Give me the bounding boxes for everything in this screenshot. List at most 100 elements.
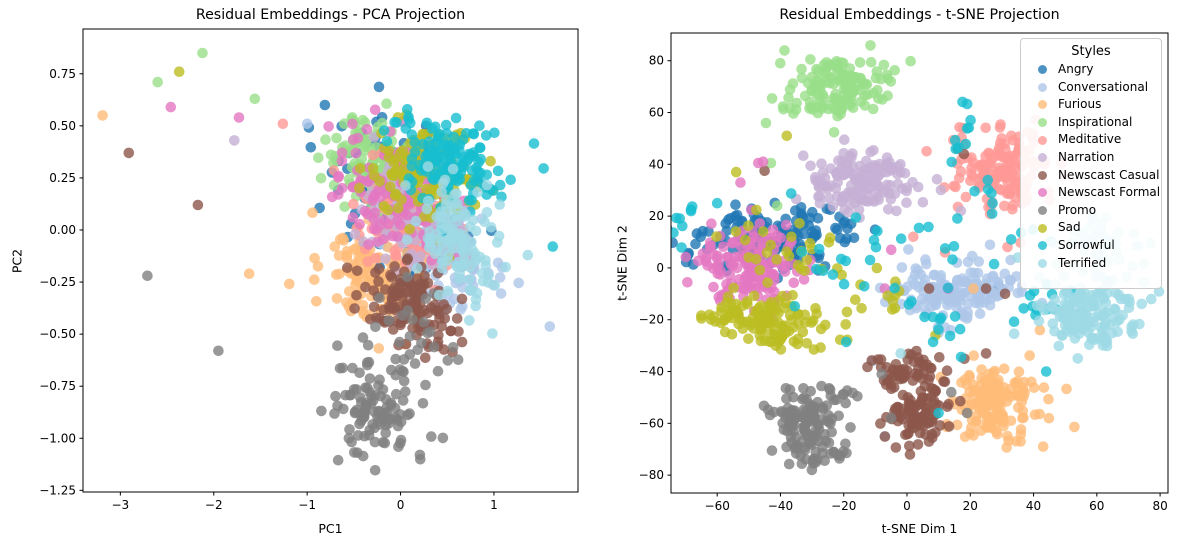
data-point bbox=[961, 407, 973, 419]
data-point bbox=[436, 321, 448, 332]
data-point bbox=[869, 168, 881, 180]
data-point bbox=[832, 110, 843, 122]
data-point bbox=[315, 172, 327, 184]
data-point bbox=[339, 201, 351, 212]
data-point bbox=[835, 253, 847, 265]
data-point bbox=[911, 345, 922, 357]
data-point bbox=[993, 276, 1004, 288]
data-point bbox=[441, 194, 452, 205]
data-point bbox=[403, 113, 415, 125]
data-point bbox=[862, 361, 873, 373]
data-point bbox=[754, 218, 766, 229]
data-point bbox=[777, 290, 788, 302]
data-point bbox=[827, 201, 839, 212]
data-point bbox=[986, 208, 998, 219]
data-point bbox=[895, 348, 906, 359]
data-point bbox=[931, 174, 943, 185]
data-point bbox=[772, 200, 783, 212]
data-point bbox=[919, 311, 930, 323]
data-point bbox=[864, 254, 876, 266]
data-point bbox=[792, 338, 803, 350]
data-point bbox=[409, 358, 421, 369]
data-point bbox=[844, 150, 856, 162]
data-point bbox=[973, 298, 985, 310]
data-point bbox=[885, 194, 897, 205]
data-point bbox=[798, 392, 810, 404]
tsne-plot-title: Residual Embeddings - t-SNE Projection bbox=[779, 7, 1060, 23]
data-point bbox=[361, 124, 373, 135]
data-point bbox=[438, 344, 450, 355]
data-point bbox=[987, 153, 998, 164]
data-point bbox=[243, 268, 255, 280]
data-point bbox=[938, 376, 949, 387]
data-point bbox=[882, 290, 893, 302]
data-point bbox=[895, 233, 907, 244]
data-point bbox=[901, 197, 912, 208]
data-point bbox=[97, 110, 108, 121]
data-point bbox=[859, 281, 870, 292]
data-point bbox=[828, 93, 840, 104]
data-point bbox=[123, 147, 135, 159]
data-point bbox=[912, 439, 924, 450]
data-point bbox=[373, 343, 385, 354]
data-point bbox=[392, 215, 403, 226]
data-point bbox=[1126, 321, 1137, 333]
data-point bbox=[927, 336, 939, 348]
data-point bbox=[965, 114, 976, 126]
data-point bbox=[363, 239, 374, 250]
data-point bbox=[765, 239, 776, 251]
data-point bbox=[855, 96, 867, 107]
data-point bbox=[396, 292, 408, 303]
y-tick-label: 0.50 bbox=[49, 119, 76, 133]
data-point bbox=[1018, 303, 1029, 314]
data-point bbox=[432, 365, 444, 377]
data-point bbox=[801, 254, 813, 266]
data-point bbox=[851, 186, 863, 197]
data-point bbox=[980, 348, 992, 359]
data-point bbox=[487, 328, 498, 339]
data-point bbox=[192, 199, 204, 211]
data-point bbox=[758, 400, 770, 412]
data-point bbox=[933, 324, 944, 335]
data-point bbox=[547, 241, 559, 252]
data-point bbox=[473, 156, 485, 168]
data-point bbox=[1016, 286, 1028, 298]
data-point bbox=[389, 154, 401, 165]
legend-title: Styles bbox=[1071, 44, 1111, 59]
data-point bbox=[370, 189, 381, 201]
tsne-xaxis-label: t-SNE Dim 1 bbox=[881, 521, 958, 536]
legend-item-label: Meditative bbox=[1058, 132, 1122, 147]
data-point bbox=[347, 362, 358, 374]
data-point bbox=[165, 101, 177, 113]
data-point bbox=[333, 250, 345, 261]
data-point bbox=[305, 142, 317, 153]
data-point bbox=[1007, 153, 1018, 164]
data-point bbox=[421, 203, 433, 215]
legend-item-newscast-casual: Newscast Casual bbox=[1027, 167, 1159, 185]
data-point bbox=[850, 212, 862, 223]
data-point bbox=[374, 292, 385, 304]
data-point bbox=[421, 183, 432, 195]
data-point bbox=[907, 274, 918, 286]
data-point bbox=[968, 430, 979, 441]
data-point bbox=[890, 442, 902, 453]
data-point bbox=[474, 120, 485, 131]
data-point bbox=[436, 186, 447, 198]
legend-marker-icon bbox=[1038, 223, 1047, 233]
data-point bbox=[881, 379, 892, 391]
data-point bbox=[868, 160, 880, 171]
data-point bbox=[142, 270, 153, 282]
data-point bbox=[806, 400, 817, 412]
data-point bbox=[722, 291, 734, 303]
data-point bbox=[354, 182, 365, 194]
data-point bbox=[769, 324, 780, 336]
data-point bbox=[453, 273, 465, 285]
data-point bbox=[765, 269, 777, 280]
data-point bbox=[1072, 353, 1084, 364]
y-tick-label: −40 bbox=[639, 365, 664, 379]
data-point bbox=[472, 186, 483, 198]
data-point bbox=[821, 183, 833, 195]
data-point bbox=[456, 336, 468, 348]
x-tick-label: −1 bbox=[298, 498, 316, 512]
data-point bbox=[811, 430, 822, 441]
